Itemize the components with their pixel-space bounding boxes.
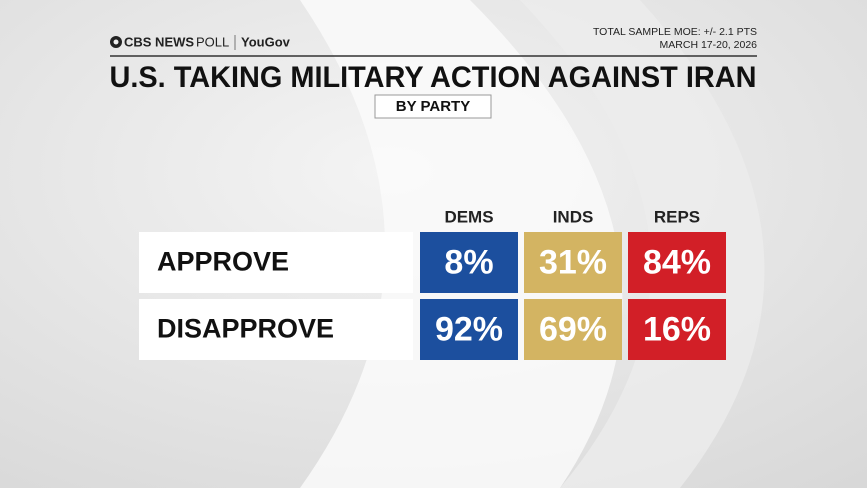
moe: TOTAL SAMPLE MOE: +/- 2.1 PTS bbox=[593, 26, 757, 38]
row-label: APPROVE bbox=[157, 247, 289, 277]
cell-value: 8% bbox=[444, 243, 493, 281]
background-arc bbox=[520, 0, 765, 488]
cell bbox=[524, 299, 622, 360]
cell bbox=[420, 299, 518, 360]
cell-value: 69% bbox=[539, 310, 607, 348]
subtitle-box bbox=[374, 94, 492, 119]
column-header: INDS bbox=[553, 207, 594, 226]
brand-suffix: POLL bbox=[196, 34, 229, 49]
partner: YouGov bbox=[241, 34, 291, 49]
cbs-eye-pupil bbox=[113, 39, 119, 45]
cell bbox=[524, 232, 622, 293]
cell bbox=[420, 232, 518, 293]
cell bbox=[628, 232, 726, 293]
cell-value: 31% bbox=[539, 243, 607, 281]
column-header: DEMS bbox=[444, 207, 493, 226]
cell bbox=[628, 299, 726, 360]
brand: CBS NEWS bbox=[124, 34, 194, 49]
subtitle: BY PARTY bbox=[396, 98, 470, 115]
title: U.S. TAKING MILITARY ACTION AGAINST IRAN bbox=[110, 61, 757, 94]
cell-value: 92% bbox=[435, 310, 503, 348]
column-header: REPS bbox=[654, 207, 700, 226]
row-label-box bbox=[139, 299, 413, 360]
logo: CBS NEWS POLL YouGov bbox=[110, 34, 291, 50]
row-label: DISAPPROVE bbox=[157, 314, 334, 344]
dates: MARCH 17-20, 2026 bbox=[660, 39, 758, 51]
cell-value: 84% bbox=[643, 243, 711, 281]
table: DEMS INDS REPS APPROVE 8% 31% 84% DISAPPROVE 92%… bbox=[139, 207, 726, 360]
cell-value: 16% bbox=[643, 310, 711, 348]
row-label-box bbox=[139, 232, 413, 293]
